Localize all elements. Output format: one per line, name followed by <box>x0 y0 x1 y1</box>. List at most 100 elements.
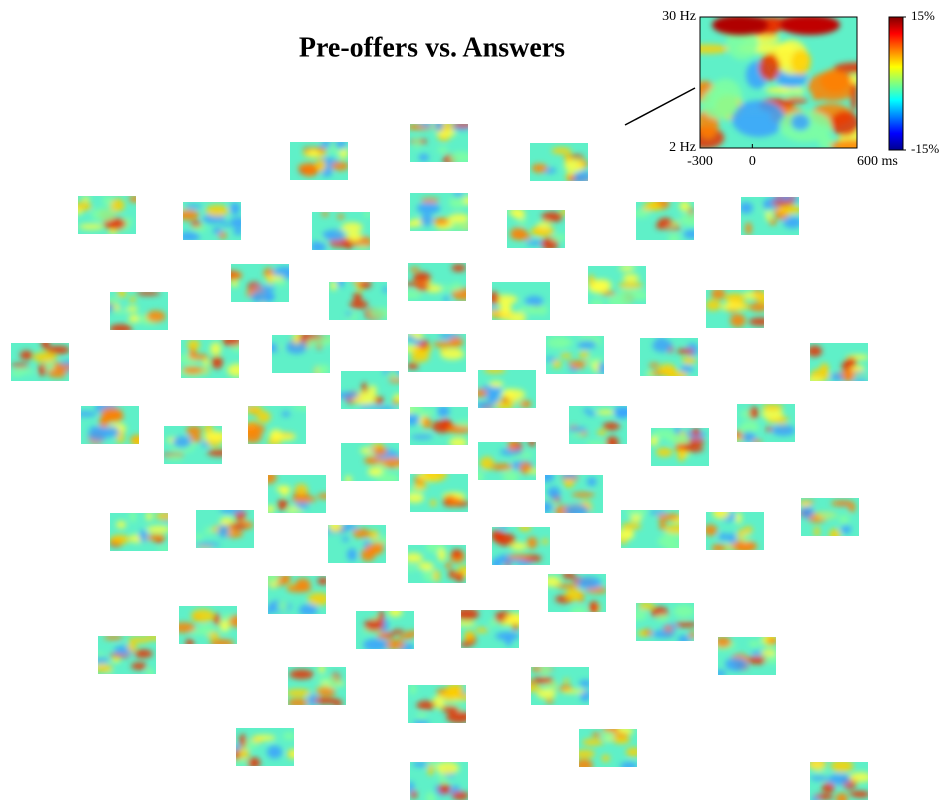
tile-blob <box>557 339 574 345</box>
tile-blob <box>441 689 459 702</box>
tile-pattern <box>410 474 468 507</box>
tile-blob <box>115 438 125 443</box>
tile-blob <box>648 510 666 515</box>
tile-blob <box>286 340 307 354</box>
tile-blob <box>658 363 677 376</box>
tile-blob <box>292 406 306 410</box>
tile-blob <box>564 159 585 173</box>
tile-blob <box>528 442 536 447</box>
tile-pattern <box>272 335 330 373</box>
tile-blob <box>103 636 123 640</box>
tile-blob <box>577 577 602 590</box>
tile-blob <box>499 448 524 456</box>
tile-blob <box>821 782 835 793</box>
topo-tile <box>548 574 606 612</box>
tile-blob <box>765 211 772 221</box>
tile-blob <box>11 363 30 368</box>
tile-blob <box>116 520 127 529</box>
tile-blob <box>478 470 484 480</box>
tile-blob <box>514 400 522 406</box>
topo-tile <box>181 340 239 378</box>
tile-blob <box>808 71 857 102</box>
tile-blob <box>264 275 285 281</box>
tile-blob <box>667 233 680 240</box>
tile-blob <box>291 495 317 503</box>
tile-blob <box>346 231 362 242</box>
tile-blob <box>227 363 239 377</box>
tile-blob <box>322 229 347 241</box>
tile-blob <box>277 600 288 612</box>
tile-blob <box>577 340 597 349</box>
tile-blob <box>127 641 137 653</box>
tile-blob <box>541 538 549 545</box>
tile-blob <box>492 557 502 565</box>
tile-blob <box>757 291 764 304</box>
tile-blob <box>619 266 634 272</box>
tile-pattern <box>362 611 414 649</box>
topo-tile <box>268 475 326 513</box>
tile-blob <box>712 512 730 520</box>
tile-blob <box>448 213 468 223</box>
tile-blob <box>622 273 639 283</box>
tile-blob <box>487 396 500 404</box>
tile-blob <box>706 299 722 311</box>
tile-blob <box>202 358 209 367</box>
tile-blob <box>110 308 128 315</box>
tile-blob <box>725 657 747 672</box>
tile-blob <box>269 429 283 442</box>
chart-title: Pre-offers vs. Answers <box>299 32 565 63</box>
topo-tile <box>408 545 466 583</box>
tile-blob <box>128 636 151 644</box>
tile-blob <box>131 662 148 670</box>
tile-pattern <box>345 443 399 481</box>
tile-blob <box>205 204 229 217</box>
tile-blob <box>735 542 758 550</box>
tile-pattern <box>706 512 758 550</box>
tile-pattern <box>810 762 868 800</box>
tile-blob <box>600 291 617 296</box>
tile-blob <box>209 638 235 644</box>
tile-blob <box>586 411 597 416</box>
x-tick-label: 600 ms <box>857 154 898 169</box>
tile-blob <box>415 713 428 721</box>
tile-blob <box>365 543 384 555</box>
tile-blob <box>410 434 433 440</box>
tile-blob <box>760 649 776 656</box>
topo-tile <box>810 762 868 800</box>
tile-pattern <box>179 609 237 644</box>
tile-blob <box>78 208 83 215</box>
tile-blob <box>247 757 261 766</box>
tile-blob <box>791 197 799 202</box>
tile-blob <box>655 614 669 622</box>
tile-blob <box>268 576 279 585</box>
topo-tile <box>329 282 387 320</box>
tile-blob <box>367 467 383 476</box>
tile-blob <box>835 792 848 800</box>
tile-blob <box>489 619 498 628</box>
tile-blob <box>479 456 494 470</box>
tile-blob <box>413 719 429 723</box>
tile-blob <box>335 142 347 149</box>
tile-blob <box>445 562 452 569</box>
tile-blob <box>184 204 203 209</box>
inset-pointer <box>624 87 696 126</box>
tile-blob <box>189 348 196 360</box>
tile-blob <box>682 445 704 453</box>
tile-blob <box>758 54 781 81</box>
tile-blob <box>145 513 153 521</box>
tile-blob <box>352 528 371 539</box>
tile-blob <box>307 592 326 606</box>
tile-blob <box>850 365 865 373</box>
tile-blob <box>601 754 610 762</box>
tile-blob <box>683 229 694 239</box>
tile-pattern <box>636 202 694 240</box>
tile-blob <box>110 534 130 545</box>
topo-tile <box>621 510 679 548</box>
tile-blob <box>785 97 808 104</box>
tile-blob <box>126 306 139 312</box>
tile-blob <box>813 526 820 536</box>
tile-blob <box>413 483 428 491</box>
tile-blob <box>449 437 468 445</box>
topo-tile <box>356 611 414 649</box>
tile-blob <box>571 492 595 498</box>
